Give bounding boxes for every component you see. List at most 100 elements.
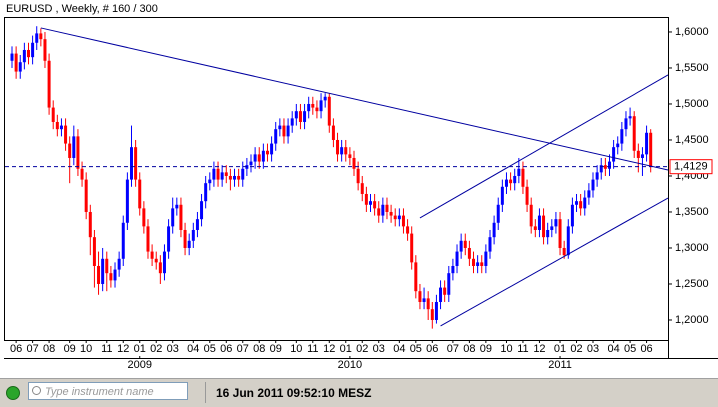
candle-body	[315, 107, 319, 112]
y-tick-label: 1,3000	[675, 242, 709, 254]
candle-body	[249, 161, 253, 166]
y-tick-label: 1,2500	[675, 278, 709, 290]
candle-body	[624, 118, 628, 130]
candle-body	[368, 201, 372, 205]
candle-body	[636, 150, 640, 158]
candle-body	[26, 49, 30, 58]
candle-body	[558, 219, 562, 248]
candle-body	[216, 168, 220, 180]
x-tick-label: 11	[101, 343, 112, 355]
candle-body	[183, 229, 187, 248]
instrument-search[interactable]: Type instrument name	[28, 382, 188, 400]
x-tick-label: 07	[447, 343, 459, 355]
candle-body	[31, 42, 35, 58]
candle-body	[513, 175, 517, 184]
x-tick-label: 06	[10, 343, 22, 355]
candle-body	[121, 222, 125, 259]
candle-body	[14, 53, 18, 72]
candle-body	[39, 33, 43, 40]
candle-body	[319, 100, 323, 112]
candle-body	[84, 179, 88, 212]
candle-body	[434, 301, 438, 320]
candle-body	[191, 229, 195, 241]
candle-body	[80, 168, 84, 180]
x-tick-label: 10	[80, 343, 92, 355]
candle-body	[237, 175, 241, 180]
x-tick-label: 03	[587, 343, 599, 355]
x-tick-label: 03	[373, 343, 385, 355]
candle-body	[628, 116, 632, 119]
x-tick-label: 03	[167, 343, 179, 355]
candle-body	[311, 103, 315, 108]
candle-body	[10, 53, 14, 61]
candle-body	[113, 269, 117, 281]
last-price-label: 1,4129	[674, 161, 708, 173]
candle-body	[406, 226, 410, 234]
candle-body	[55, 121, 59, 130]
candle-body	[233, 175, 237, 180]
x-tick-label: 02	[570, 343, 582, 355]
candle-body	[204, 183, 208, 202]
candle-body	[278, 125, 282, 130]
candle-body	[298, 111, 302, 122]
candle-body	[537, 215, 541, 230]
x-tick-label: 08	[43, 343, 55, 355]
y-tick-label: 1,4500	[675, 134, 709, 146]
candle-body	[566, 226, 570, 256]
candle-body	[303, 111, 307, 122]
candle-body	[504, 179, 508, 187]
candle-body	[307, 103, 311, 112]
candle-body	[397, 215, 401, 220]
candle-body	[35, 33, 39, 43]
candle-body	[72, 136, 76, 158]
candle-body	[451, 265, 455, 274]
candle-body	[154, 258, 158, 263]
candle-body	[138, 179, 142, 209]
x-tick-label: 11	[307, 343, 318, 355]
candle-body	[105, 258, 109, 274]
candle-body	[640, 154, 644, 158]
chart-background	[0, 0, 718, 378]
candle-body	[344, 147, 348, 155]
candle-body	[455, 251, 459, 266]
y-tick-label: 1,5500	[675, 62, 709, 74]
candle-body	[97, 265, 101, 284]
candle-body	[632, 116, 636, 151]
candle-body	[286, 125, 290, 137]
x-tick-label: 04	[393, 343, 405, 355]
x-tick-label: 09	[480, 343, 492, 355]
candle-body	[467, 247, 471, 259]
candle-body	[418, 291, 422, 302]
x-tick-label: 12	[533, 343, 545, 355]
candle-body	[529, 204, 533, 227]
candle-body	[443, 287, 447, 295]
candle-body	[327, 96, 331, 126]
candle-body	[117, 258, 121, 270]
candle-body	[410, 233, 414, 263]
x-tick-label: 01	[134, 343, 146, 355]
candle-body	[274, 129, 278, 144]
x-tick-label: 10	[290, 343, 302, 355]
candle-body	[109, 273, 113, 281]
candle-body	[447, 273, 451, 295]
year-label: 2009	[128, 359, 152, 371]
candle-body	[517, 168, 521, 176]
candle-body	[282, 125, 286, 137]
x-tick-label: 01	[340, 343, 352, 355]
candle-body	[261, 150, 265, 162]
y-tick-label: 1,5000	[675, 98, 709, 110]
candle-body	[265, 150, 269, 155]
candle-body	[241, 168, 245, 180]
candle-body	[43, 39, 47, 61]
candle-body	[579, 201, 583, 209]
y-tick-label: 1,3500	[675, 206, 709, 218]
candle-body	[212, 168, 216, 180]
candle-body	[616, 143, 620, 148]
x-tick-label: 09	[270, 343, 282, 355]
candle-body	[649, 132, 653, 167]
candle-body	[389, 211, 393, 216]
candle-body	[550, 226, 554, 230]
x-tick-label: 04	[607, 343, 619, 355]
x-tick-label: 11	[517, 343, 528, 355]
